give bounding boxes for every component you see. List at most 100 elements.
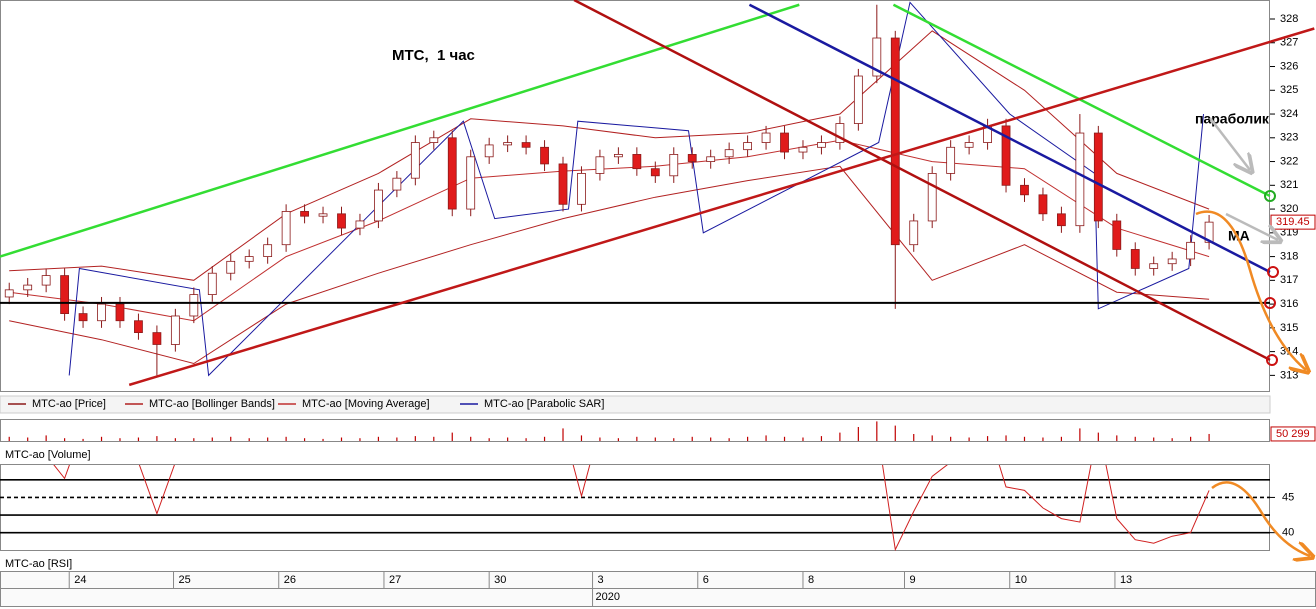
volume-panel-label: МТС-ао [Volume] bbox=[5, 449, 91, 461]
candle-body bbox=[1038, 194, 1048, 215]
candle-body bbox=[374, 189, 383, 222]
candle-body bbox=[669, 154, 679, 177]
candle-body bbox=[466, 156, 476, 210]
rsi-panel-label: МТС-ао [RSI] bbox=[5, 558, 72, 570]
y-tick-label: 316 bbox=[1280, 298, 1298, 310]
candle-body bbox=[724, 149, 734, 158]
legend-bar bbox=[0, 395, 1271, 414]
x-tick-label: 10 bbox=[1015, 574, 1027, 586]
y-tick-label: 45 bbox=[1282, 491, 1294, 503]
candle-body bbox=[1130, 249, 1140, 269]
legend-label: МТС-ао [Parabolic SAR] bbox=[484, 398, 604, 410]
y-tick-label: 318 bbox=[1280, 250, 1298, 262]
bollinger-band bbox=[9, 165, 1210, 365]
candle-body bbox=[78, 313, 88, 322]
candle-body bbox=[207, 272, 217, 295]
candle-body bbox=[503, 142, 513, 146]
candle-body bbox=[1001, 125, 1011, 186]
y-tick-label: 320 bbox=[1280, 203, 1298, 215]
candle-body bbox=[540, 146, 549, 165]
candle-body bbox=[60, 275, 70, 315]
target-circle bbox=[1264, 190, 1276, 202]
candle-body bbox=[447, 137, 457, 210]
legend-label: МТС-ао [Price] bbox=[32, 398, 106, 410]
date-axis bbox=[0, 571, 1316, 589]
candle-body bbox=[798, 146, 808, 153]
forecast-arrow bbox=[1211, 481, 1310, 556]
candle-body bbox=[4, 289, 14, 298]
candle-body bbox=[170, 315, 180, 345]
candle-body bbox=[743, 142, 753, 151]
annotation: параболик bbox=[1195, 111, 1270, 127]
candle-body bbox=[23, 284, 33, 291]
x-tick-label: 3 bbox=[598, 574, 604, 586]
y-tick-label: 323 bbox=[1280, 132, 1298, 144]
candle-body bbox=[927, 173, 937, 222]
legend-label: МТС-ао [Bollinger Bands] bbox=[149, 398, 275, 410]
candle-body bbox=[909, 220, 919, 246]
trendline bbox=[128, 27, 1315, 387]
candle-body bbox=[1057, 213, 1066, 227]
candle-body bbox=[484, 144, 494, 158]
candle-body bbox=[890, 37, 900, 246]
candle-body bbox=[429, 137, 439, 143]
x-tick-label: 30 bbox=[494, 574, 506, 586]
candle-body bbox=[300, 211, 309, 217]
candle-body bbox=[392, 177, 402, 191]
price-marker-label: 319.45 bbox=[1276, 216, 1310, 228]
candle-body bbox=[244, 256, 254, 262]
trendline bbox=[573, 0, 1271, 362]
candle-body bbox=[115, 303, 125, 322]
rsi-panel-frame bbox=[0, 464, 1270, 551]
legend-label: МТС-ао [Moving Average] bbox=[302, 398, 430, 410]
x-tick-label: 6 bbox=[703, 574, 709, 586]
chart-title: МТС, 1 час bbox=[392, 47, 475, 64]
y-tick-label: 324 bbox=[1280, 108, 1298, 120]
candle-body bbox=[41, 275, 51, 286]
y-tick-label: 321 bbox=[1280, 179, 1298, 191]
x-tick-label: 2020 bbox=[596, 591, 620, 603]
y-tick-label: 40 bbox=[1282, 527, 1294, 539]
y-tick-label: 315 bbox=[1280, 322, 1298, 334]
candle-body bbox=[1112, 220, 1122, 250]
candle-body bbox=[780, 132, 789, 153]
candle-body bbox=[1093, 132, 1103, 222]
volume-marker-label: 50 299 bbox=[1276, 428, 1310, 440]
x-tick-label: 26 bbox=[284, 574, 296, 586]
candle-body bbox=[835, 123, 845, 143]
candle-body bbox=[558, 163, 568, 205]
candle-body bbox=[761, 132, 771, 143]
x-tick-label: 27 bbox=[389, 574, 401, 586]
candle-body bbox=[1204, 221, 1214, 243]
target-circle bbox=[1264, 297, 1276, 309]
candle-body bbox=[410, 142, 420, 179]
candle-body bbox=[1186, 241, 1196, 260]
x-tick-label: 25 bbox=[179, 574, 191, 586]
bollinger-band bbox=[9, 30, 1210, 281]
volume-panel-frame bbox=[0, 419, 1270, 442]
candle-body bbox=[946, 146, 956, 174]
candle-body bbox=[263, 244, 273, 257]
price-plot bbox=[4, 1, 1214, 377]
sar-arrow bbox=[1209, 117, 1250, 170]
x-tick-label: 24 bbox=[74, 574, 86, 586]
ma-arrow bbox=[1225, 212, 1278, 240]
year-axis bbox=[0, 588, 1316, 607]
volume-marker bbox=[1270, 426, 1316, 442]
candle-body bbox=[226, 260, 236, 274]
candle-body bbox=[817, 142, 826, 148]
y-tick-label: 326 bbox=[1280, 60, 1298, 72]
candle-body bbox=[706, 156, 716, 162]
candle-body bbox=[1149, 263, 1159, 269]
candle-body bbox=[1075, 132, 1085, 227]
candle-body bbox=[613, 154, 623, 158]
candle-body bbox=[281, 211, 291, 246]
candle-body bbox=[134, 320, 143, 334]
candle-body bbox=[318, 213, 328, 217]
candle-body bbox=[355, 220, 365, 229]
y-tick-label: 317 bbox=[1280, 274, 1298, 286]
candle-body bbox=[1020, 184, 1029, 196]
x-tick-label: 13 bbox=[1120, 574, 1132, 586]
